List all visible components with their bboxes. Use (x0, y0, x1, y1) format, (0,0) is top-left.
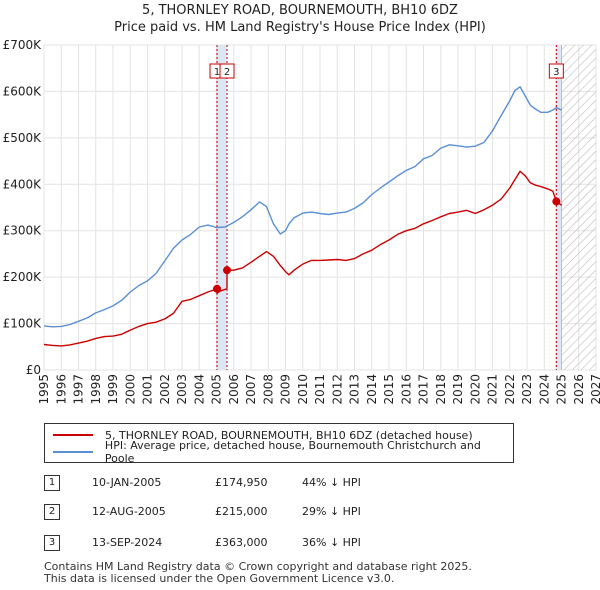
annotation-label: 2 (219, 63, 235, 79)
x-tick-label: 2019 (451, 374, 465, 405)
y-tick-label: £100K (3, 317, 43, 331)
sale-price: £215,000 (215, 505, 268, 518)
footer-licence: This data is licensed under the Open Gov… (44, 572, 395, 585)
sale-hpi-diff: 36% ↓ HPI (302, 536, 361, 549)
x-tick-label: 2010 (296, 374, 310, 405)
sale-number: 2 (44, 504, 60, 520)
sale-date: 12-AUG-2005 (92, 505, 166, 518)
chart-title: 5, THORNLEY ROAD, BOURNEMOUTH, BH10 6DZ (142, 3, 458, 18)
legend-swatch-hpi (53, 451, 93, 453)
sale-band (217, 45, 228, 370)
series (43, 86, 562, 347)
legend-label-property: 5, THORNLEY ROAD, BOURNEMOUTH, BH10 6DZ … (105, 428, 473, 442)
y-tick-label: £200K (3, 270, 43, 284)
chart-subtitle: Price paid vs. HM Land Registry's House … (114, 20, 486, 35)
x-tick-label: 2006 (227, 374, 241, 405)
y-tick-label: £500K (3, 131, 43, 145)
x-tick-label: 2012 (330, 374, 344, 405)
x-tick-label: 2001 (141, 374, 155, 405)
sale-row: 2 12-AUG-2005 £215,000 29% ↓ HPI (44, 504, 514, 522)
x-tick-label: 2016 (399, 374, 413, 405)
forecast-hatch (561, 45, 596, 370)
annotation-text: 1 (214, 67, 220, 78)
sale-point (213, 284, 222, 293)
legend-label-hpi: HPI: Average price, detached house, Bour… (104, 439, 481, 465)
sale-point (552, 197, 561, 206)
annotation-text: 2 (224, 67, 230, 78)
sale-point (223, 266, 232, 275)
x-tick-label: 1998 (89, 374, 103, 405)
grid (43, 44, 597, 371)
sale-row: 3 13-SEP-2024 £363,000 36% ↓ HPI (44, 535, 514, 553)
x-tick-label: 2025 (555, 374, 569, 405)
series-line (43, 86, 562, 328)
x-tick-label: 2000 (123, 374, 137, 405)
y-tick-label: £600K (3, 84, 43, 98)
y-tick-label: £0 (26, 363, 41, 377)
x-tick-label: 2004 (192, 374, 206, 405)
x-tick-label: 2017 (417, 374, 431, 405)
sale-number: 1 (44, 475, 60, 491)
sale-price: £363,000 (215, 536, 268, 549)
x-tick-label: 1999 (106, 374, 120, 405)
sale-row: 1 10-JAN-2005 £174,950 44% ↓ HPI (44, 475, 514, 493)
annotation-box (219, 63, 235, 79)
x-tick-label: 2011 (313, 374, 327, 405)
x-tick-label: 2002 (158, 374, 172, 405)
annotation-label: 3 (548, 63, 564, 79)
annotation-box (548, 63, 564, 79)
sale-date: 13-SEP-2024 (92, 536, 163, 549)
sale-price: £174,950 (215, 476, 268, 489)
y-tick-label: £400K (3, 177, 43, 191)
x-tick-label: 2022 (503, 374, 517, 405)
x-tick-label: 2008 (261, 374, 275, 405)
sale-band (555, 45, 562, 370)
x-tick-label: 2013 (348, 374, 362, 405)
y-tick-label: £700K (3, 38, 43, 52)
x-tick-label: 2024 (537, 374, 551, 405)
x-tick-label: 2021 (486, 374, 500, 405)
annotation-text: 3 (553, 67, 559, 78)
x-tick-label: 1996 (54, 374, 68, 405)
x-tick-label: 2007 (244, 374, 258, 405)
legend-item-hpi: HPI: Average price, detached house, Bour… (53, 439, 513, 465)
footer: Contains HM Land Registry data © Crown c… (44, 561, 472, 585)
legend-swatch-property (53, 434, 93, 436)
x-tick-label: 2027 (589, 374, 600, 405)
legend-item-property: 5, THORNLEY ROAD, BOURNEMOUTH, BH10 6DZ … (53, 427, 473, 443)
sale-hpi-diff: 44% ↓ HPI (302, 476, 361, 489)
x-tick-label: 2014 (365, 374, 379, 405)
x-tick-label: 1995 (37, 374, 51, 405)
x-tick-label: 2020 (468, 374, 482, 405)
footer-copyright: Contains HM Land Registry data © Crown c… (44, 560, 472, 573)
series-line (43, 170, 562, 347)
x-tick-label: 2009 (279, 374, 293, 405)
sale-date: 10-JAN-2005 (92, 476, 162, 489)
x-tick-label: 2005 (210, 374, 224, 405)
legend: 5, THORNLEY ROAD, BOURNEMOUTH, BH10 6DZ … (44, 423, 514, 465)
sale-bands (216, 45, 596, 370)
x-tick-label: 1997 (72, 374, 86, 405)
x-tick-label: 2026 (572, 374, 586, 405)
sale-hpi-diff: 29% ↓ HPI (302, 505, 361, 518)
y-tick-label: £300K (3, 224, 43, 238)
sale-number: 3 (44, 535, 60, 551)
x-tick-label: 2015 (382, 374, 396, 405)
axes: £0 £100K £200K £300K £400K £500K £600K £700K 199… (3, 38, 600, 405)
x-tick-label: 2003 (175, 374, 189, 405)
x-tick-label: 2018 (434, 374, 448, 405)
x-tick-label: 2023 (520, 374, 534, 405)
